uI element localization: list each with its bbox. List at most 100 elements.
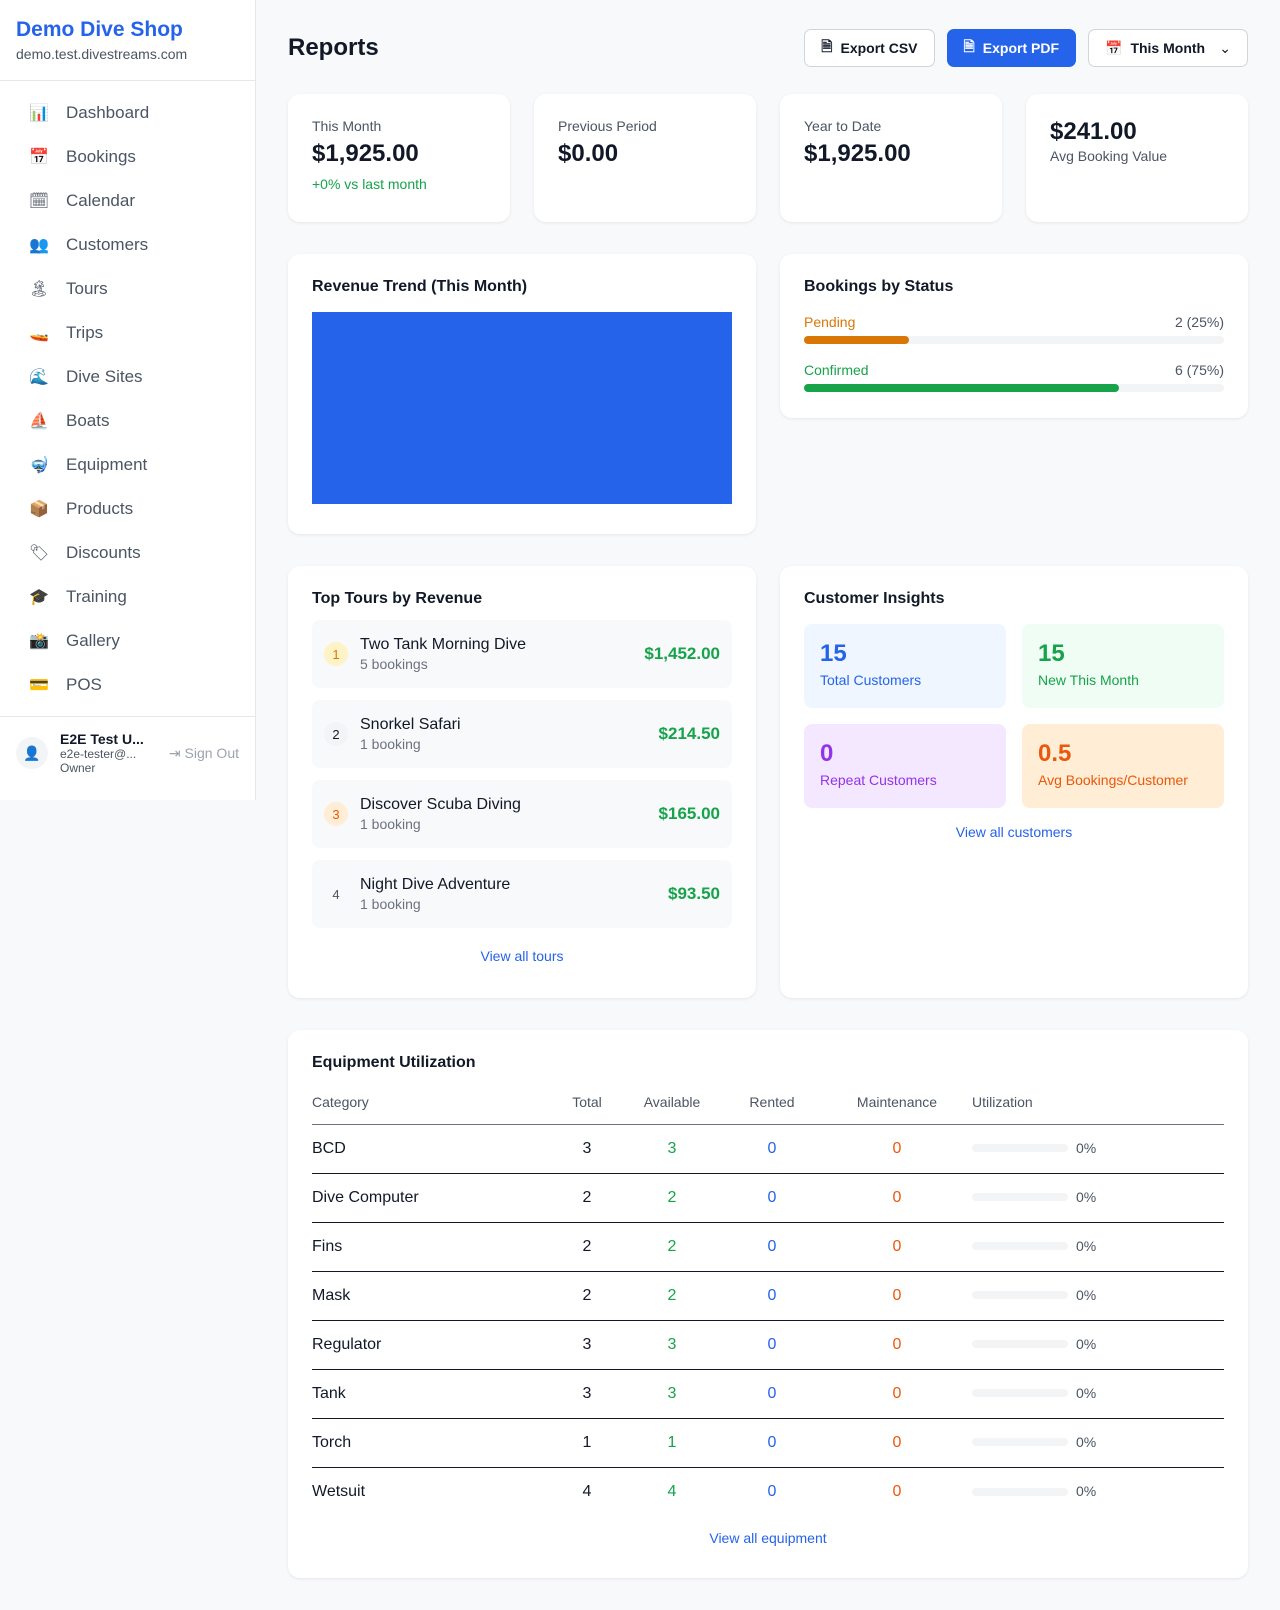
cell-maintenance: 0 (822, 1369, 972, 1419)
file-download-icon: 🗎 (963, 38, 975, 54)
sidebar-item-label: Equipment (66, 455, 148, 474)
utilization-bar (972, 1193, 1068, 1202)
equipment-card: Equipment Utilization Category Total Avail… (288, 1030, 1248, 1578)
tour-item[interactable]: 4 Night Dive Adventure 1 booking $93.50 (312, 860, 732, 928)
calendar-17-icon: 📅 (29, 149, 49, 166)
tour-item[interactable]: 1 Two Tank Morning Dive 5 bookings $1,452.0… (312, 620, 732, 688)
sidebar-item-tours[interactable]: 🏝 Tours (0, 267, 255, 311)
stat-label: Previous Period (558, 118, 657, 134)
revenue-bar (312, 312, 732, 504)
stat-label: Year to Date (804, 118, 882, 134)
export-csv-button[interactable]: 🗎 Export CSV (804, 29, 935, 67)
sidebar-item-label: Boats (66, 411, 110, 430)
utilization-bar (972, 1340, 1068, 1349)
sidebar-item-trips[interactable]: 🚤 Trips (0, 311, 255, 355)
people-icon: 👥 (29, 237, 49, 254)
cell-total: 1 (552, 1418, 622, 1468)
tour-item[interactable]: 3 Discover Scuba Diving 1 booking $165.00 (312, 780, 732, 848)
utilization-bar (972, 1144, 1068, 1153)
tour-info: Discover Scuba Diving 1 booking (360, 796, 521, 832)
island-icon: 🏝 (28, 281, 50, 298)
tour-bookings: 5 bookings (360, 656, 428, 672)
sidebar-item-pos[interactable]: 💳 POS (0, 663, 255, 707)
utilization-bar (972, 1291, 1068, 1300)
insight-value: 15 (820, 640, 847, 667)
tour-rank-badge: 4 (332, 886, 340, 902)
utilization-percent: 0% (1076, 1139, 1097, 1156)
customer-insights-card: Customer Insights 15 Total Customers 15 New… (780, 566, 1248, 998)
tour-info: Two Tank Morning Dive 5 bookings (360, 636, 526, 672)
column-header-maintenance[interactable]: Maintenance (822, 1080, 972, 1125)
sidebar-item-customers[interactable]: 👥 Customers (0, 223, 255, 267)
cell-maintenance: 0 (822, 1173, 972, 1223)
export-pdf-button[interactable]: 🗎 Export PDF (946, 29, 1076, 67)
sidebar-item-label: Customers (66, 235, 149, 254)
status-row-confirmed: Confirmed 6 (75%) (804, 362, 1224, 378)
cell-available: 3 (622, 1124, 722, 1174)
brand: Demo Dive Shop demo.test.divestreams.com (0, 0, 255, 81)
cell-maintenance: 0 (822, 1320, 972, 1370)
sign-out-icon: ⇥ (168, 744, 181, 761)
status-progress-track (804, 384, 1224, 392)
card-title: Top Tours by Revenue (312, 590, 483, 607)
column-header-rented[interactable]: Rented (722, 1080, 822, 1125)
column-header-utilization[interactable]: Utilization (972, 1080, 1224, 1125)
table-row: Tank 3 3 0 0 0% (312, 1369, 1224, 1419)
view-all-customers-link[interactable]: View all customers (955, 824, 1073, 840)
sidebar-item-discounts[interactable]: 🏷 Discounts (0, 531, 255, 575)
column-header-available[interactable]: Available (622, 1080, 722, 1125)
cell-total: 2 (552, 1271, 622, 1321)
export-pdf-label: Export PDF (982, 40, 1059, 56)
cell-utilization: 0% (972, 1124, 1224, 1174)
user-icon: 👤 (16, 737, 48, 769)
column-header-total[interactable]: Total (552, 1080, 622, 1125)
shop-name[interactable]: Demo Dive Shop (16, 18, 183, 41)
status-count: 2 (25%) (1174, 314, 1224, 330)
view-all-equipment-link[interactable]: View all equipment (709, 1530, 827, 1546)
insight-total-customers: 15 Total Customers (804, 624, 1006, 708)
period-label: This Month (1130, 40, 1206, 56)
cell-category: Regulator (312, 1320, 552, 1370)
tour-info: Snorkel Safari 1 booking (360, 716, 461, 752)
graduation-cap-icon: 🎓 (29, 589, 49, 606)
card-title: Revenue Trend (This Month) (312, 278, 528, 295)
sidebar-item-label: Bookings (66, 147, 136, 166)
column-header-category[interactable]: Category (312, 1080, 552, 1125)
sidebar-item-dive-sites[interactable]: 🌊 Dive Sites (0, 355, 255, 399)
cell-available: 3 (622, 1369, 722, 1419)
insight-value: 0.5 (1038, 740, 1072, 767)
sidebar-item-dashboard[interactable]: 📊 Dashboard (0, 91, 255, 135)
tour-info: Night Dive Adventure 1 booking (360, 876, 510, 912)
status-count: 6 (75%) (1174, 362, 1224, 378)
cell-maintenance: 0 (822, 1222, 972, 1272)
sidebar-item-label: Dashboard (66, 103, 150, 122)
sidebar-item-products[interactable]: 📦 Products (0, 487, 255, 531)
utilization-percent: 0% (1076, 1335, 1097, 1352)
main-content: Reports 🗎 Export CSV 🗎 Export PDF 📅 This Mo… (288, 0, 1248, 1578)
stat-card-previous-period: Previous Period $0.00 (534, 94, 756, 222)
view-all-tours-link[interactable]: View all tours (480, 948, 564, 964)
utilization-bar (972, 1487, 1068, 1496)
cell-category: Tank (312, 1369, 552, 1419)
user-email: e2e-tester@... (60, 747, 137, 761)
page-title: Reports (288, 34, 379, 61)
sidebar-item-boats[interactable]: ⛵ Boats (0, 399, 255, 443)
card-title: Equipment Utilization (312, 1054, 476, 1071)
sidebar-item-label: POS (66, 675, 102, 694)
sidebar-item-gallery[interactable]: 📸 Gallery (0, 619, 255, 663)
chevron-down-icon: ⌄ (1219, 39, 1231, 56)
shop-url: demo.test.divestreams.com (16, 46, 188, 62)
utilization-bar (972, 1438, 1068, 1447)
stat-label: Avg Booking Value (1050, 148, 1168, 164)
tour-item[interactable]: 2 Snorkel Safari 1 booking $214.50 (312, 700, 732, 768)
sidebar-item-training[interactable]: 🎓 Training (0, 575, 255, 619)
period-select[interactable]: 📅 This Month ⌄ (1088, 29, 1248, 67)
sign-out-button[interactable]: ⇥ Sign Out (169, 745, 239, 762)
sidebar-item-calendar[interactable]: 🗓 Calendar (0, 179, 255, 223)
cell-total: 3 (552, 1320, 622, 1370)
sidebar-item-bookings[interactable]: 📅 Bookings (0, 135, 255, 179)
cell-utilization: 0% (972, 1173, 1224, 1223)
sidebar-item-equipment[interactable]: 🤿 Equipment (0, 443, 255, 487)
sidebar-item-label: Products (66, 499, 134, 518)
cell-available: 2 (622, 1173, 722, 1223)
